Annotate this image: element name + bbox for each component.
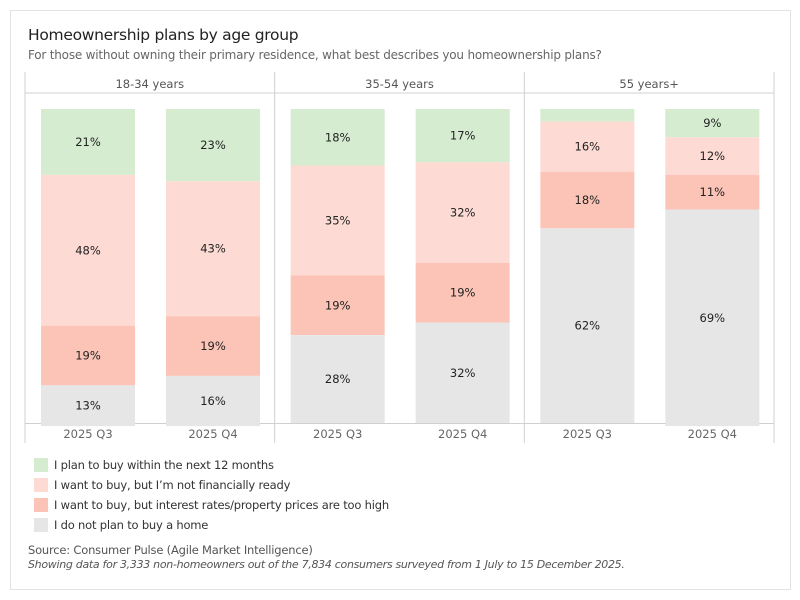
legend-swatch: [34, 498, 48, 512]
bar-segment: [290, 165, 385, 276]
data-label: 32%: [450, 206, 476, 220]
bar-segment: [41, 109, 135, 175]
bar-segment: [415, 322, 510, 423]
bar-segment: [540, 121, 635, 172]
bar-segment: [415, 262, 510, 323]
x-tick-label: 2025 Q3: [563, 427, 612, 441]
bar-segment: [166, 316, 260, 376]
legend-swatch: [34, 518, 48, 532]
bar-segment: [665, 174, 760, 210]
source-text: Source: Consumer Pulse (Agile Market Int…: [28, 543, 313, 557]
data-label: 32%: [450, 366, 476, 380]
bar-segment: [665, 209, 760, 427]
data-label: 28%: [325, 372, 351, 386]
bar-segment: [665, 109, 760, 138]
x-tick-label: 2025 Q4: [188, 427, 237, 441]
data-label: 69%: [700, 311, 726, 325]
legend-item-plan-to-buy[interactable]: I plan to buy within the next 12 months: [34, 455, 389, 475]
bar-segment: [665, 137, 760, 175]
bar-segment: [290, 275, 385, 336]
x-tick-label: 2025 Q3: [313, 427, 362, 441]
x-tick-label: 2025 Q4: [438, 427, 487, 441]
x-tick-label: 2025 Q3: [63, 427, 112, 441]
data-label: 48%: [75, 243, 101, 257]
legend-item-not-financially-ready[interactable]: I want to buy, but I’m not financially r…: [34, 475, 389, 495]
data-label: 19%: [325, 298, 351, 312]
data-label: 9%: [703, 116, 721, 130]
data-label: 35%: [325, 213, 351, 227]
bar-segment: [41, 385, 135, 427]
legend-label: I plan to buy within the next 12 months: [54, 458, 274, 472]
data-label: 19%: [450, 286, 476, 300]
bar-segment: [290, 335, 385, 423]
data-label: 21%: [75, 135, 101, 149]
legend-swatch: [34, 458, 48, 472]
data-label: 43%: [200, 242, 226, 256]
data-label: 19%: [75, 348, 101, 362]
legend-label: I do not plan to buy a home: [54, 518, 209, 532]
panel-label: 18-34 years: [115, 77, 184, 91]
chart-card: [10, 10, 791, 590]
data-label: 18%: [325, 130, 351, 144]
panel-label: 35-54 years: [365, 77, 434, 91]
chart-title: Homeownership plans by age group: [28, 26, 299, 44]
data-label: 16%: [575, 140, 601, 154]
legend-item-no-plan[interactable]: I do not plan to buy a home: [34, 515, 389, 535]
data-label: 23%: [200, 138, 226, 152]
data-label: 16%: [200, 394, 226, 408]
data-label: 11%: [700, 185, 726, 199]
legend-label: I want to buy, but interest rates/proper…: [54, 498, 389, 512]
data-label: 18%: [575, 193, 601, 207]
x-tick-label: 2025 Q4: [688, 427, 737, 441]
legend: I plan to buy within the next 12 months …: [34, 455, 389, 535]
legend-label: I want to buy, but I’m not financially r…: [54, 478, 291, 492]
data-label: 17%: [450, 129, 476, 143]
bar-segment: [540, 228, 635, 423]
bar-segment: [415, 162, 510, 263]
data-label: 13%: [75, 399, 101, 413]
data-label: 19%: [200, 339, 226, 353]
bar-segment: [166, 109, 260, 182]
bar-segment: [415, 109, 510, 163]
bar-segment: [41, 174, 135, 326]
bar-segment: [290, 109, 385, 166]
bar-segment: [166, 181, 260, 317]
bar-segment: [166, 375, 260, 427]
bar-segment: [540, 171, 635, 229]
bar-segment: [41, 325, 135, 386]
chart-subtitle: For those without owning their primary r…: [28, 48, 602, 62]
legend-swatch: [34, 478, 48, 492]
bar-segment: [540, 109, 635, 122]
legend-item-rates-too-high[interactable]: I want to buy, but interest rates/proper…: [34, 495, 389, 515]
data-label: 12%: [700, 149, 726, 163]
panel-label: 55 years+: [619, 77, 679, 91]
footnote: Showing data for 3,333 non-homeowners ou…: [28, 558, 625, 571]
data-label: 62%: [575, 319, 601, 333]
